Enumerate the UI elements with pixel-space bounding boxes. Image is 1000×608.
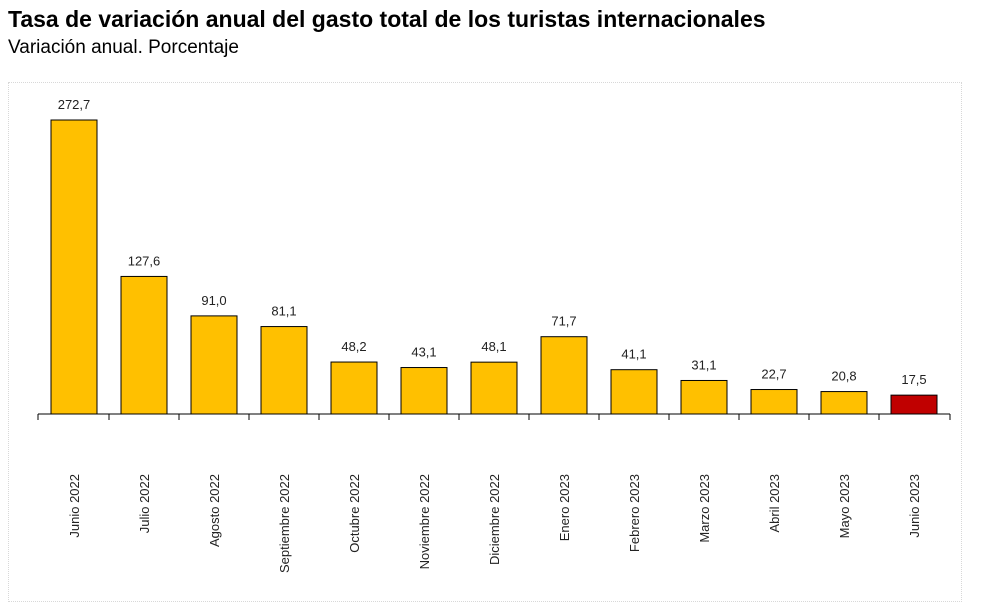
data-label: 31,1 (691, 357, 716, 372)
bar (50, 119, 98, 415)
x-tick-label: Junio 2023 (907, 474, 922, 538)
bar (820, 391, 868, 415)
bar (540, 336, 588, 415)
bar (400, 367, 448, 415)
data-label: 272,7 (58, 97, 91, 112)
bar (470, 361, 518, 415)
data-label: 48,1 (481, 339, 506, 354)
category-labels-group: Junio 2022 Julio 2022 Agosto 2022 Septiembr… (67, 474, 922, 573)
bar (330, 361, 378, 415)
bar (190, 315, 238, 415)
bar (260, 326, 308, 415)
x-tick-label: Noviembre 2022 (417, 474, 432, 569)
chart-title: Tasa de variación anual del gasto total … (8, 6, 766, 32)
x-tick-label: Mayo 2023 (837, 474, 852, 538)
bar (680, 379, 728, 415)
x-tick-label: Febrero 2023 (627, 474, 642, 552)
x-tick-label: Septiembre 2022 (277, 474, 292, 573)
data-label: 22,7 (761, 367, 786, 382)
x-tick-label: Marzo 2023 (697, 474, 712, 543)
data-label: 20,8 (831, 369, 856, 384)
x-tick-label: Octubre 2022 (347, 474, 362, 553)
chart-frame (8, 82, 962, 602)
x-tick-label: Abril 2023 (767, 474, 782, 533)
data-label: 91,0 (201, 293, 226, 308)
data-label: 41,1 (621, 347, 646, 362)
data-label: 17,5 (901, 372, 926, 387)
x-tick-label: Julio 2022 (137, 474, 152, 533)
data-label: 43,1 (411, 345, 436, 360)
data-label: 127,6 (128, 253, 161, 268)
bar (610, 369, 658, 415)
chart-subtitle: Variación anual. Porcentaje (8, 37, 239, 58)
x-tick-label: Enero 2023 (557, 474, 572, 541)
x-tick-label: Agosto 2022 (207, 474, 222, 547)
x-tick-label: Diciembre 2022 (487, 474, 502, 565)
data-label: 81,1 (271, 304, 296, 319)
data-label: 71,7 (551, 314, 576, 329)
data-label: 48,2 (341, 339, 366, 354)
bar (890, 394, 938, 415)
bars-group (50, 119, 938, 415)
x-tick-label: Junio 2022 (67, 474, 82, 538)
bar (120, 275, 168, 415)
x-axis (37, 413, 951, 420)
value-labels-group: 272,7 127,6 91,0 81,1 48,2 43,1 48,1 71,7 41,1 31… (58, 97, 927, 387)
bar (750, 389, 798, 415)
